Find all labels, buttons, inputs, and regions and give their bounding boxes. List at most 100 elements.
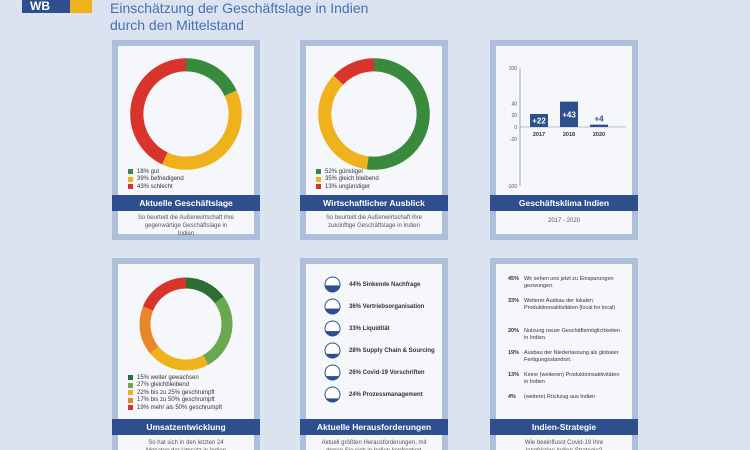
card-subtitle-3: 2017 - 2020: [547, 218, 581, 224]
donut-slice-4: [139, 277, 233, 371]
challenge-item: 28% Supply Chain & Sourcing: [324, 342, 435, 359]
legend-entry: 35% gleich bleibend: [316, 176, 379, 184]
legend-label: 39% befriedigend: [137, 176, 184, 183]
card-title-3: Geschäftsklima Indien: [490, 195, 638, 211]
legend-label: 22% bis zu 25% geschrumpft: [137, 389, 215, 396]
bar-2020: [590, 124, 608, 127]
challenge-item: 24% Prozessmanagement: [324, 386, 423, 403]
page-title-line1: Einschätzung der Geschäftslage in Indien: [110, 0, 369, 16]
strategy-item: 33% Weiterer Ausbau der lokalen Produktio…: [508, 298, 624, 312]
donut-slice-1: [130, 58, 242, 170]
legend-label: 15% weiter gewachsen: [137, 374, 199, 381]
card-subtitle-6: Wie beeinflusst Covid-19 Ihre langfristi…: [524, 440, 604, 450]
strategy-percent: 33%: [508, 298, 520, 304]
legend-4: 15% weiter gewachsen 27% gleichbleibend 22…: [128, 374, 222, 412]
legend-entry: 17% bis zu 50% geschrumpft: [128, 397, 222, 405]
challenge-gauge-icon: [324, 298, 341, 315]
legend-label: 52% günstiger: [325, 168, 364, 175]
card-subtitle-2: So beurteilt die Außenwirtschaft ihre zu…: [325, 215, 423, 229]
legend-swatch: [128, 390, 133, 396]
challenge-item: 26% Covid-19 Vorschriften: [324, 364, 425, 381]
strategy-percent: 19%: [508, 350, 520, 356]
y-tick-label: 40: [511, 101, 517, 107]
card-subtitle-1: So beurteilt die Außenwirtschaft ihre ge…: [137, 215, 235, 237]
donut-slice-1: [318, 58, 430, 170]
legend-1: 18% gut 39% befriedigend 43% schlecht: [128, 168, 184, 191]
y-tick-label: 0: [514, 125, 517, 131]
challenge-gauge-icon: [324, 342, 341, 359]
donut-slice-2: [139, 277, 233, 371]
challenge-label: 36% Vertriebsorganisation: [349, 303, 425, 310]
card-title-2: Wirtschaftlicher Ausblick: [300, 195, 448, 211]
legend-swatch: [128, 184, 133, 190]
card-wirtschaftlicher-ausblick: 52% günstiger 35% gleich bleibend 13% ungü…: [300, 40, 448, 240]
x-tick-label: 2017: [533, 132, 545, 138]
legend-entry: 18% gut: [128, 168, 184, 176]
card-title-6: Indien-Strategie: [490, 419, 638, 435]
legend-swatch: [128, 405, 133, 411]
card-geschaeftsklima: 100 40 20 0 -20 -100 +22 2017 +43 2018 +4 2020 Gesc…: [490, 40, 638, 240]
strategy-item: 45% Wir sehen uns jetzt zu Einsparungen g…: [508, 276, 624, 290]
bar-2018: [560, 101, 578, 127]
legend-entry: 27% gleichbleibend: [128, 382, 222, 390]
legend-label: 17% bis zu 50% geschrumpft: [137, 397, 215, 404]
card-subtitle-4: So hat sich in den letzten 24 Monaten de…: [146, 440, 226, 450]
challenge-gauge-icon: [324, 276, 341, 293]
bar-value-label: +22: [532, 117, 546, 126]
donut-slice-2: [318, 58, 430, 170]
legend-entry: 15% weiter gewachsen: [128, 374, 222, 382]
page-title: Einschätzung der Geschäftslage in Indien…: [110, 0, 368, 34]
donut-chart-4: [139, 277, 233, 371]
legend-swatch: [316, 176, 321, 182]
x-tick-label: 2018: [563, 132, 575, 138]
strategy-item: 4% (weitere) Rückzug aus Indien: [508, 394, 624, 401]
legend-label: 18% gut: [137, 168, 160, 175]
card-indien-strategie: Indien-Strategie Wie beeinflusst Covid-1…: [490, 258, 638, 450]
challenge-gauge-icon: [324, 320, 341, 337]
legend-entry: 13% ungünstiger: [316, 183, 379, 191]
challenge-label: 24% Prozessmanagement: [349, 391, 423, 398]
strategy-item: 19% Ausbau der Niederlassung als globaler…: [508, 350, 624, 364]
legend-entry: 39% befriedigend: [128, 176, 184, 184]
strategy-text: Keine (weiteren) Produktionsaktivitäten …: [524, 372, 620, 385]
legend-label: 27% gleichbleibend: [137, 382, 190, 389]
legend-2: 52% günstiger 35% gleich bleibend 13% ungü…: [316, 168, 379, 191]
y-tick-label: 20: [511, 113, 517, 119]
strategy-text: Wir sehen uns jetzt zu Einsparungen gezw…: [524, 276, 614, 289]
donut-slice-3: [139, 277, 233, 371]
legend-entry: 22% bis zu 25% geschrumpft: [128, 389, 222, 397]
challenge-gauge-icon: [324, 364, 341, 381]
strategy-percent: 13%: [508, 372, 520, 378]
challenge-item: 44% Sinkende Nachfrage: [324, 276, 420, 293]
donut-chart-1: [130, 58, 242, 170]
challenge-label: 33% Liquidität: [349, 325, 390, 332]
card-subtitle-5: Aktuell größten Herausforderungen, mit d…: [321, 440, 427, 450]
card-aktuelle-geschaeftslage: 18% gut 39% befriedigend 43% schlecht Aktu…: [112, 40, 260, 240]
card-title-1: Aktuelle Geschäftslage: [112, 195, 260, 211]
legend-entry: 19% mehr als 50% geschrumpft: [128, 404, 222, 412]
challenge-item: 33% Liquidität: [324, 320, 390, 337]
card-title-5: Aktuelle Herausforderungen: [300, 419, 448, 435]
strategy-text: Weiterer Ausbau der lokalen Produktionsa…: [524, 298, 616, 311]
logo-accent: [70, 0, 92, 13]
challenge-label: 26% Covid-19 Vorschriften: [349, 369, 425, 376]
challenge-label: 28% Supply Chain & Sourcing: [349, 347, 435, 354]
card-umsatzentwicklung: 15% weiter gewachsen 27% gleichbleibend 22…: [112, 258, 260, 450]
legend-entry: 43% schlecht: [128, 183, 184, 191]
bar-value-label: +43: [562, 110, 576, 119]
donut-slice-2: [130, 58, 242, 170]
legend-entry: 52% günstiger: [316, 168, 379, 176]
y-tick-label: -100: [507, 184, 517, 190]
strategy-text: (weitere) Rückzug aus Indien: [524, 394, 596, 400]
strategy-text: Ausbau der Niederlassung als globaler Fe…: [524, 350, 619, 363]
challenge-item: 36% Vertriebsorganisation: [324, 298, 424, 315]
strategy-percent: 45%: [508, 276, 520, 282]
legend-label: 35% gleich bleibend: [325, 176, 379, 183]
legend-swatch: [316, 169, 321, 175]
strategy-item: 13% Keine (weiteren) Produktionsaktivität…: [508, 372, 624, 386]
strategy-item: 20% Nutzung neuer Geschäftsmöglichkeiten …: [508, 328, 624, 342]
legend-swatch: [128, 176, 133, 182]
card-herausforderungen: Aktuelle Herausforderungen Aktuell größt…: [300, 258, 448, 450]
legend-label: 13% ungünstiger: [325, 183, 371, 190]
x-tick-label: 2020: [593, 132, 605, 138]
